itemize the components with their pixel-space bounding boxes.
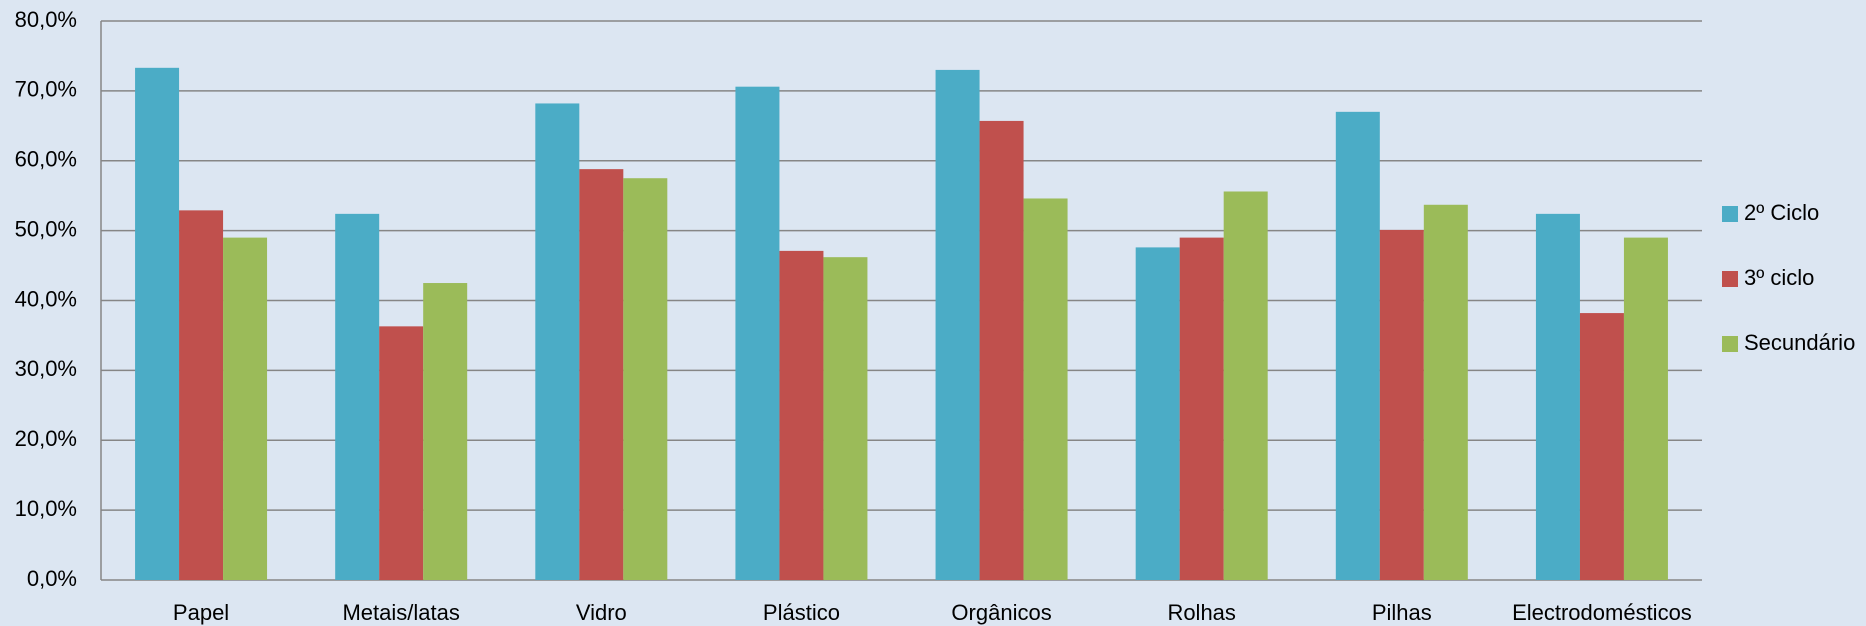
bar bbox=[223, 237, 268, 581]
bar bbox=[623, 178, 668, 580]
bar bbox=[935, 69, 980, 580]
bar bbox=[335, 213, 380, 581]
bar bbox=[379, 326, 424, 580]
bar bbox=[1623, 237, 1668, 581]
bar bbox=[579, 169, 624, 580]
bar bbox=[135, 67, 180, 580]
bar bbox=[1423, 204, 1468, 581]
x-tick-label: Rolhas bbox=[1167, 600, 1235, 625]
bar bbox=[1135, 247, 1180, 580]
bar bbox=[535, 103, 580, 580]
bar bbox=[779, 250, 824, 581]
bar bbox=[1579, 313, 1624, 580]
x-tick-label: Papel bbox=[173, 600, 229, 625]
x-tick-label: Plástico bbox=[763, 600, 840, 625]
legend-label: Secundário bbox=[1744, 330, 1855, 355]
y-tick-label: 20,0% bbox=[15, 426, 77, 451]
x-tick-label: Pilhas bbox=[1372, 600, 1432, 625]
bar bbox=[1179, 237, 1224, 581]
bar bbox=[1223, 191, 1268, 580]
x-tick-label: Orgânicos bbox=[951, 600, 1051, 625]
legend-swatch bbox=[1722, 206, 1738, 222]
x-tick-label: Vidro bbox=[576, 600, 627, 625]
x-tick-label: Electrodomésticos bbox=[1512, 600, 1692, 625]
bar bbox=[979, 120, 1024, 580]
legend-swatch bbox=[1722, 271, 1738, 287]
x-tick-label: Metais/latas bbox=[342, 600, 459, 625]
y-tick-label: 60,0% bbox=[15, 147, 77, 172]
bar bbox=[423, 283, 468, 580]
bar bbox=[1535, 213, 1580, 581]
bar bbox=[179, 210, 224, 580]
legend-label: 3º ciclo bbox=[1744, 265, 1814, 290]
y-tick-label: 80,0% bbox=[15, 7, 77, 32]
y-tick-label: 50,0% bbox=[15, 216, 77, 241]
bar bbox=[735, 86, 780, 581]
legend-label: 2º Ciclo bbox=[1744, 200, 1819, 225]
y-tick-label: 30,0% bbox=[15, 356, 77, 381]
bar bbox=[823, 257, 868, 580]
bar bbox=[1379, 229, 1424, 580]
y-tick-label: 70,0% bbox=[15, 77, 77, 102]
y-tick-label: 40,0% bbox=[15, 286, 77, 311]
bar bbox=[1023, 198, 1068, 581]
y-tick-label: 0,0% bbox=[27, 566, 77, 591]
y-tick-label: 10,0% bbox=[15, 496, 77, 521]
legend-swatch bbox=[1722, 336, 1738, 352]
bar bbox=[1335, 111, 1380, 581]
